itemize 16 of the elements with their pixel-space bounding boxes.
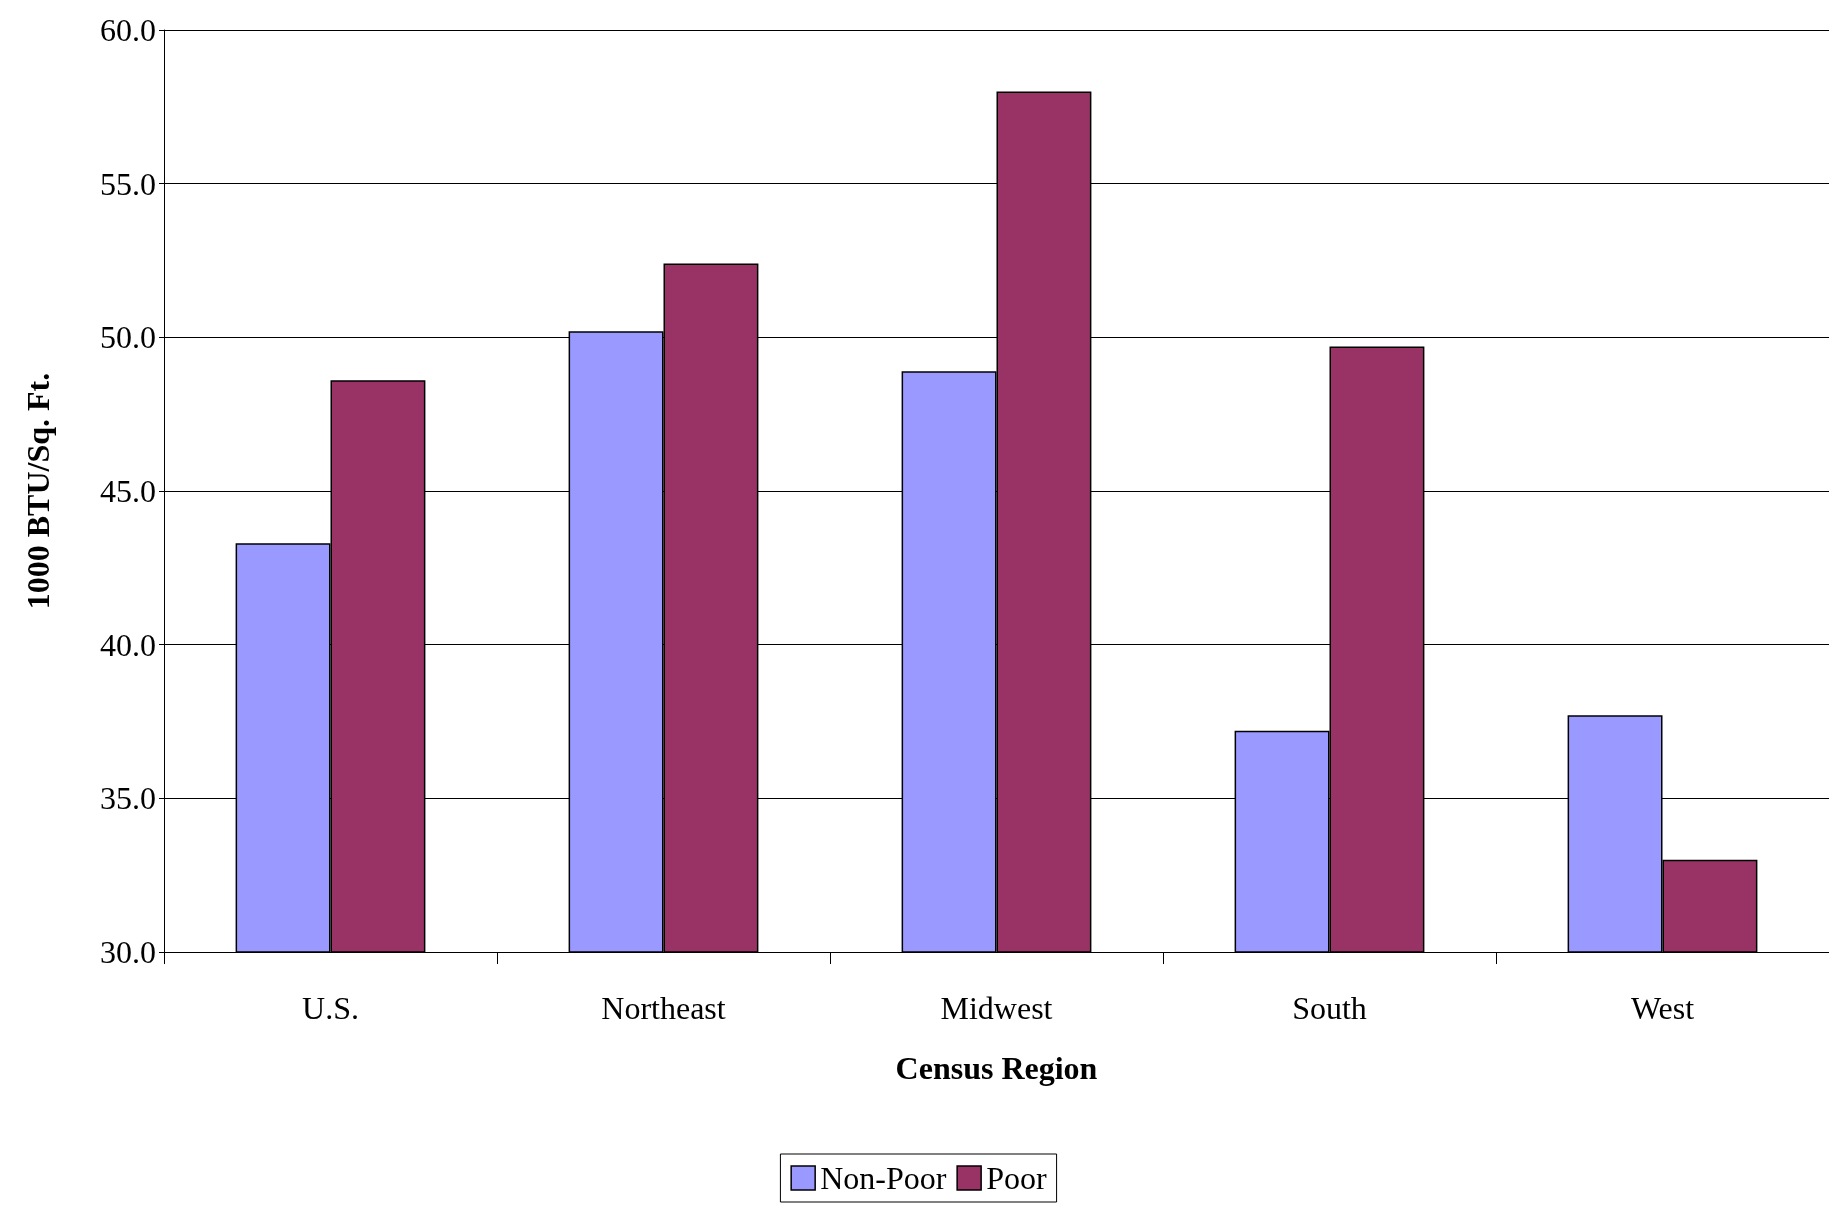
y-axis-title: 1000 BTU/Sq. Ft. xyxy=(20,372,56,610)
x-tick-label: Northeast xyxy=(601,990,726,1026)
x-tick-label: U.S. xyxy=(302,990,359,1026)
y-tick-label: 40.0 xyxy=(100,626,156,663)
legend-label: Non-Poor xyxy=(820,1160,947,1196)
y-tick-label: 30.0 xyxy=(100,934,156,970)
x-axis-title: Census Region xyxy=(895,1050,1098,1086)
y-tick-label: 35.0 xyxy=(100,780,156,817)
y-tick-label: 45.0 xyxy=(100,473,156,509)
y-tick-label: 55.0 xyxy=(100,165,156,202)
y-tick-label: 60.0 xyxy=(100,12,156,48)
x-tick-label: South xyxy=(1292,990,1367,1026)
y-tick-label: 50.0 xyxy=(100,319,156,356)
x-tick-label: Midwest xyxy=(940,990,1053,1026)
legend-label: Poor xyxy=(986,1160,1047,1196)
x-tick-label: West xyxy=(1630,990,1695,1026)
